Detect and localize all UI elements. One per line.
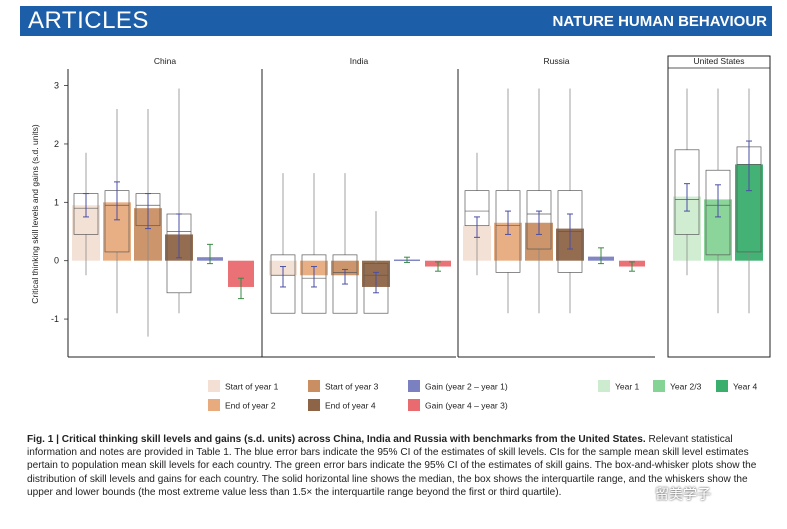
box-iqr: [674, 149, 700, 235]
bar-start_year_3: [331, 260, 359, 276]
box-iqr: [332, 254, 358, 314]
section-title: ARTICLES: [28, 7, 149, 34]
legend-swatch: [598, 380, 610, 392]
legend-label: Gain (year 4 – year 3): [425, 401, 508, 411]
legend-swatch: [208, 399, 220, 411]
legend-label: Start of year 1: [225, 382, 279, 392]
legend-swatch: [308, 399, 320, 411]
legend-swatch: [408, 399, 420, 411]
box-iqr: [705, 169, 731, 256]
legend-label: Year 2/3: [670, 382, 702, 392]
figure-chart: Critical thinking skill levels and gains…: [30, 55, 771, 411]
y-tick-label: 1: [54, 197, 59, 207]
legend-label: End of year 2: [225, 401, 276, 411]
figure-caption: Fig. 1 | Critical thinking skill levels …: [27, 433, 767, 499]
box-iqr: [270, 254, 296, 314]
panel-title: Russia: [544, 56, 570, 66]
journal-name: NATURE HUMAN BEHAVIOUR: [552, 13, 767, 30]
panel-title: United States: [693, 56, 744, 66]
caption-body: Relevant statistical information and not…: [27, 434, 757, 498]
legend-swatch: [653, 380, 665, 392]
page-header: ARTICLES NATURE HUMAN BEHAVIOUR: [0, 0, 787, 40]
y-tick-label: 0: [54, 256, 59, 266]
legend-label: Year 1: [615, 382, 640, 392]
y-tick-label: 3: [54, 81, 59, 91]
legend-label: Start of year 3: [325, 382, 379, 392]
box-iqr: [363, 263, 389, 314]
caption-title: Fig. 1 | Critical thinking skill levels …: [27, 434, 646, 445]
legend-swatch: [308, 380, 320, 392]
y-tick-label: 2: [54, 139, 59, 149]
box-iqr: [526, 190, 552, 250]
panel-frame: [667, 55, 771, 358]
legend-swatch: [716, 380, 728, 392]
legend-label: Year 4: [733, 382, 758, 392]
y-axis-label: Critical thinking skill levels and gains…: [30, 124, 40, 304]
box-iqr: [301, 254, 327, 314]
legend-swatch: [408, 380, 420, 392]
box-iqr: [495, 190, 521, 273]
legend-label: End of year 4: [325, 401, 376, 411]
legend-swatch: [208, 380, 220, 392]
y-tick-label: -1: [51, 314, 59, 324]
panel-title: India: [350, 56, 369, 66]
header-bar: [20, 6, 772, 36]
legend-label: Gain (year 2 – year 1): [425, 382, 508, 392]
panel-title: China: [154, 56, 176, 66]
watermark-text: 留美学子: [655, 486, 711, 502]
